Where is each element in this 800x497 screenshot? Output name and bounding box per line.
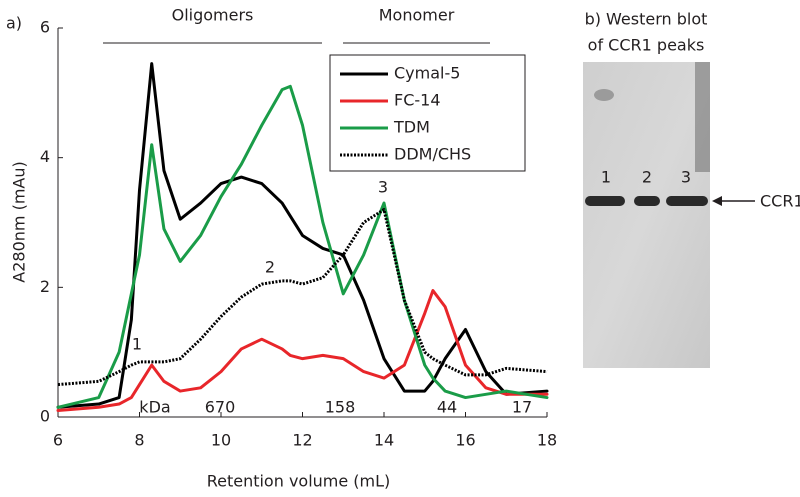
series-line: [56, 84, 549, 409]
blot-smudge: [594, 89, 614, 101]
legend-label: TDM: [393, 118, 430, 137]
x-tick-label: 6: [53, 431, 63, 450]
lane-label: 3: [681, 168, 691, 187]
blot-title: of CCR1 peaks: [588, 36, 705, 55]
y-tick-label: 2: [40, 277, 50, 296]
mw-label: 158: [325, 398, 356, 417]
blot-band: [634, 196, 660, 206]
y-tick-label: 4: [40, 147, 50, 166]
peak-label: 1: [132, 335, 142, 354]
x-tick-label: 12: [292, 431, 312, 450]
series-line: [56, 62, 549, 409]
x-tick-label: 16: [455, 431, 475, 450]
legend-label: FC-14: [394, 91, 441, 110]
x-tick-label: 10: [211, 431, 231, 450]
series-line: [57, 208, 548, 387]
y-axis-label: A280nm (mAu): [10, 161, 29, 282]
y-tick-label: 6: [40, 18, 50, 37]
blot-image: [583, 62, 710, 368]
x-tick-label: 18: [537, 431, 557, 450]
y-tick-label: 0: [40, 407, 50, 426]
series-line: [56, 289, 549, 413]
legend-label: Cymal-5: [394, 64, 460, 83]
mw-label: 44: [437, 398, 457, 417]
blot-band: [585, 196, 625, 206]
peak-label: 3: [378, 178, 388, 197]
panel-label: a): [6, 14, 22, 33]
mw-label: 670: [205, 398, 236, 417]
x-axis-label: Retention volume (mL): [207, 472, 391, 491]
mw-label: kDa: [139, 398, 170, 417]
blot-smudge: [695, 62, 710, 172]
x-tick-label: 14: [374, 431, 394, 450]
legend-label: DDM/CHS: [394, 145, 471, 164]
x-tick-label: 8: [134, 431, 144, 450]
region-label: Monomer: [379, 6, 455, 25]
region-label: Oligomers: [172, 6, 254, 25]
peak-label: 2: [265, 258, 275, 277]
blot-title: b) Western blot: [585, 10, 708, 29]
arrow-head: [712, 196, 722, 206]
band-label: CCR1: [760, 192, 800, 211]
blot-band: [666, 196, 708, 206]
blot: b) Western blot of CCR1 peaks 1 2 3 CCR1: [583, 10, 800, 368]
mw-label: 17: [512, 398, 532, 417]
lane-label: 2: [642, 168, 652, 187]
lane-label: 1: [601, 168, 611, 187]
